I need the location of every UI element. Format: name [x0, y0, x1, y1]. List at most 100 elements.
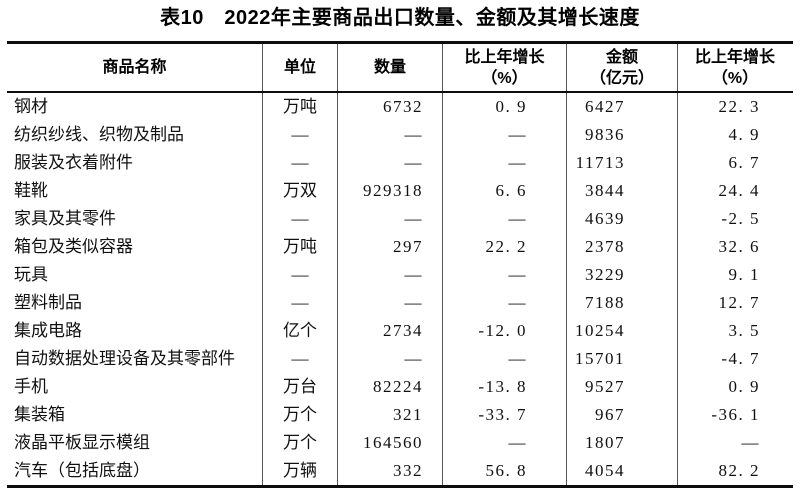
- table-cell-amount-growth: 22. 3: [677, 93, 792, 121]
- table-cell-amount: 9527: [566, 373, 677, 401]
- table-row: 鞋靴 万双 929318 6. 6 3844 24. 4: [7, 177, 793, 205]
- table-cell-quantity: —: [337, 121, 442, 149]
- table-cell-quantity: 82224: [337, 373, 442, 401]
- table-cell-amount-growth: 3. 5: [677, 317, 792, 345]
- table-cell-amount: 967: [566, 401, 677, 429]
- column-header-commodity-name: 商品名称: [7, 44, 262, 91]
- table-cell-unit: —: [262, 121, 337, 149]
- column-header-unit: 单位: [262, 44, 337, 91]
- table-cell-commodity-name: 手机: [14, 377, 48, 396]
- table-cell-quantity-growth: —: [442, 261, 566, 289]
- table-cell-unit: 万个: [262, 401, 337, 429]
- table-cell-commodity-name: 汽车（包括底盘）: [14, 461, 150, 480]
- export-commodity-table: 商品名称 单位 数量 比上年增长 （%） 金额 （亿元） 比上年增长 （%）: [7, 41, 793, 488]
- table-cell-quantity: 929318: [337, 177, 442, 205]
- table-cell-quantity: 297: [337, 233, 442, 261]
- column-header-label: 比上年增长: [694, 48, 775, 66]
- column-header-label: 单位: [283, 59, 316, 76]
- column-header-sublabel: （%）: [481, 69, 528, 87]
- table-cell-quantity-growth: —: [442, 289, 566, 317]
- table-row: 箱包及类似容器 万吨 297 22. 2 2378 32. 6: [7, 233, 793, 261]
- table-cell-amount-growth: -2. 5: [677, 205, 792, 233]
- table-cell-unit: 万双: [262, 177, 337, 205]
- table-cell-amount: 6427: [566, 93, 677, 121]
- table-cell-commodity-name: 集成电路: [14, 321, 82, 340]
- table-cell-quantity: 6732: [337, 93, 442, 121]
- table-cell-unit: —: [262, 345, 337, 373]
- table-cell-quantity: 332: [337, 457, 442, 485]
- table-cell-quantity: —: [337, 205, 442, 233]
- table-row: 玩具 — — — 3229 9. 1: [7, 261, 793, 289]
- table-cell-commodity-name: 塑料制品: [14, 293, 82, 312]
- table-row: 服装及衣着附件 — — — 11713 6. 7: [7, 149, 793, 177]
- table-cell-quantity-growth: 6. 6: [442, 177, 566, 205]
- table-cell-unit: 万台: [262, 373, 337, 401]
- table-cell-amount-growth: 24. 4: [677, 177, 792, 205]
- table-cell-quantity: —: [337, 289, 442, 317]
- table-row: 家具及其零件 — — — 4639 -2. 5: [7, 205, 793, 233]
- table-cell-quantity: 321: [337, 401, 442, 429]
- table-cell-amount: 11713: [566, 149, 677, 177]
- table-cell-amount-growth: 0. 9: [677, 373, 792, 401]
- column-header-label: 比上年增长: [464, 48, 545, 66]
- table-cell-unit: 万个: [262, 429, 337, 457]
- table-cell-amount: 1807: [566, 429, 677, 457]
- table-cell-amount-growth: 12. 7: [677, 289, 792, 317]
- table-cell-unit: —: [262, 205, 337, 233]
- column-header-label: 金额: [605, 48, 638, 66]
- column-header-quantity: 数量: [337, 44, 442, 91]
- table-row: 塑料制品 — — — 7188 12. 7: [7, 289, 793, 317]
- table-cell-amount-growth: -36. 1: [677, 401, 792, 429]
- table-row: 手机 万台 82224 -13. 8 9527 0. 9: [7, 373, 793, 401]
- table-cell-commodity-name: 玩具: [14, 265, 48, 284]
- table-cell-commodity-name: 液晶平板显示模组: [14, 433, 150, 452]
- table-cell-quantity-growth: —: [442, 429, 566, 457]
- table-cell-quantity: 2734: [337, 317, 442, 345]
- table-cell-commodity-name: 服装及衣着附件: [14, 153, 133, 172]
- column-header-sublabel: （%）: [711, 69, 759, 87]
- table-cell-amount: 4054: [566, 457, 677, 485]
- table-cell-unit: 万辆: [262, 457, 337, 485]
- table-row: 集装箱 万个 321 -33. 7 967 -36. 1: [7, 401, 793, 429]
- table-cell-quantity-growth: —: [442, 205, 566, 233]
- table-cell-unit: —: [262, 261, 337, 289]
- table-row: 液晶平板显示模组 万个 164560 — 1807 —: [7, 429, 793, 457]
- column-header-amount-growth: 比上年增长 （%）: [677, 44, 792, 91]
- table-cell-quantity-growth: —: [442, 149, 566, 177]
- table-cell-quantity: —: [337, 261, 442, 289]
- table-cell-amount: 7188: [566, 289, 677, 317]
- table-cell-unit: 亿个: [262, 317, 337, 345]
- column-header-label: 数量: [373, 59, 406, 76]
- table-cell-quantity: 164560: [337, 429, 442, 457]
- table-cell-amount: 4639: [566, 205, 677, 233]
- table-cell-commodity-name: 纺织纱线、织物及制品: [14, 125, 184, 144]
- table-cell-unit: 万吨: [262, 93, 337, 121]
- table-cell-commodity-name: 自动数据处理设备及其零部件: [14, 349, 235, 368]
- table-cell-commodity-name: 钢材: [14, 97, 48, 116]
- table-cell-amount-growth: —: [677, 429, 792, 457]
- table-cell-amount-growth: 6. 7: [677, 149, 792, 177]
- table-cell-unit: 万吨: [262, 233, 337, 261]
- table-cell-commodity-name: 家具及其零件: [14, 209, 116, 228]
- table-row: 集成电路 亿个 2734 -12. 0 10254 3. 5: [7, 317, 793, 345]
- column-header-sublabel: （亿元）: [589, 69, 654, 87]
- table-cell-quantity-growth: -12. 0: [442, 317, 566, 345]
- table-cell-amount-growth: 32. 6: [677, 233, 792, 261]
- table-cell-amount: 15701: [566, 345, 677, 373]
- table-cell-amount: 2378: [566, 233, 677, 261]
- table-cell-quantity: —: [337, 149, 442, 177]
- table-cell-quantity-growth: —: [442, 121, 566, 149]
- table-cell-amount: 3229: [566, 261, 677, 289]
- table-cell-amount-growth: 82. 2: [677, 457, 792, 485]
- table-cell-quantity-growth: -33. 7: [442, 401, 566, 429]
- table-cell-quantity-growth: 56. 8: [442, 457, 566, 485]
- table-cell-unit: —: [262, 149, 337, 177]
- table-cell-commodity-name: 箱包及类似容器: [14, 237, 133, 256]
- table-row: 钢材 万吨 6732 0. 9 6427 22. 3: [7, 93, 793, 121]
- table-row: 汽车（包括底盘） 万辆 332 56. 8 4054 82. 2: [7, 457, 793, 485]
- table-row: 自动数据处理设备及其零部件 — — — 15701 -4. 7: [7, 345, 793, 373]
- table-cell-amount: 10254: [566, 317, 677, 345]
- column-header-label: 商品名称: [102, 59, 167, 76]
- column-header-quantity-growth: 比上年增长 （%）: [442, 44, 566, 91]
